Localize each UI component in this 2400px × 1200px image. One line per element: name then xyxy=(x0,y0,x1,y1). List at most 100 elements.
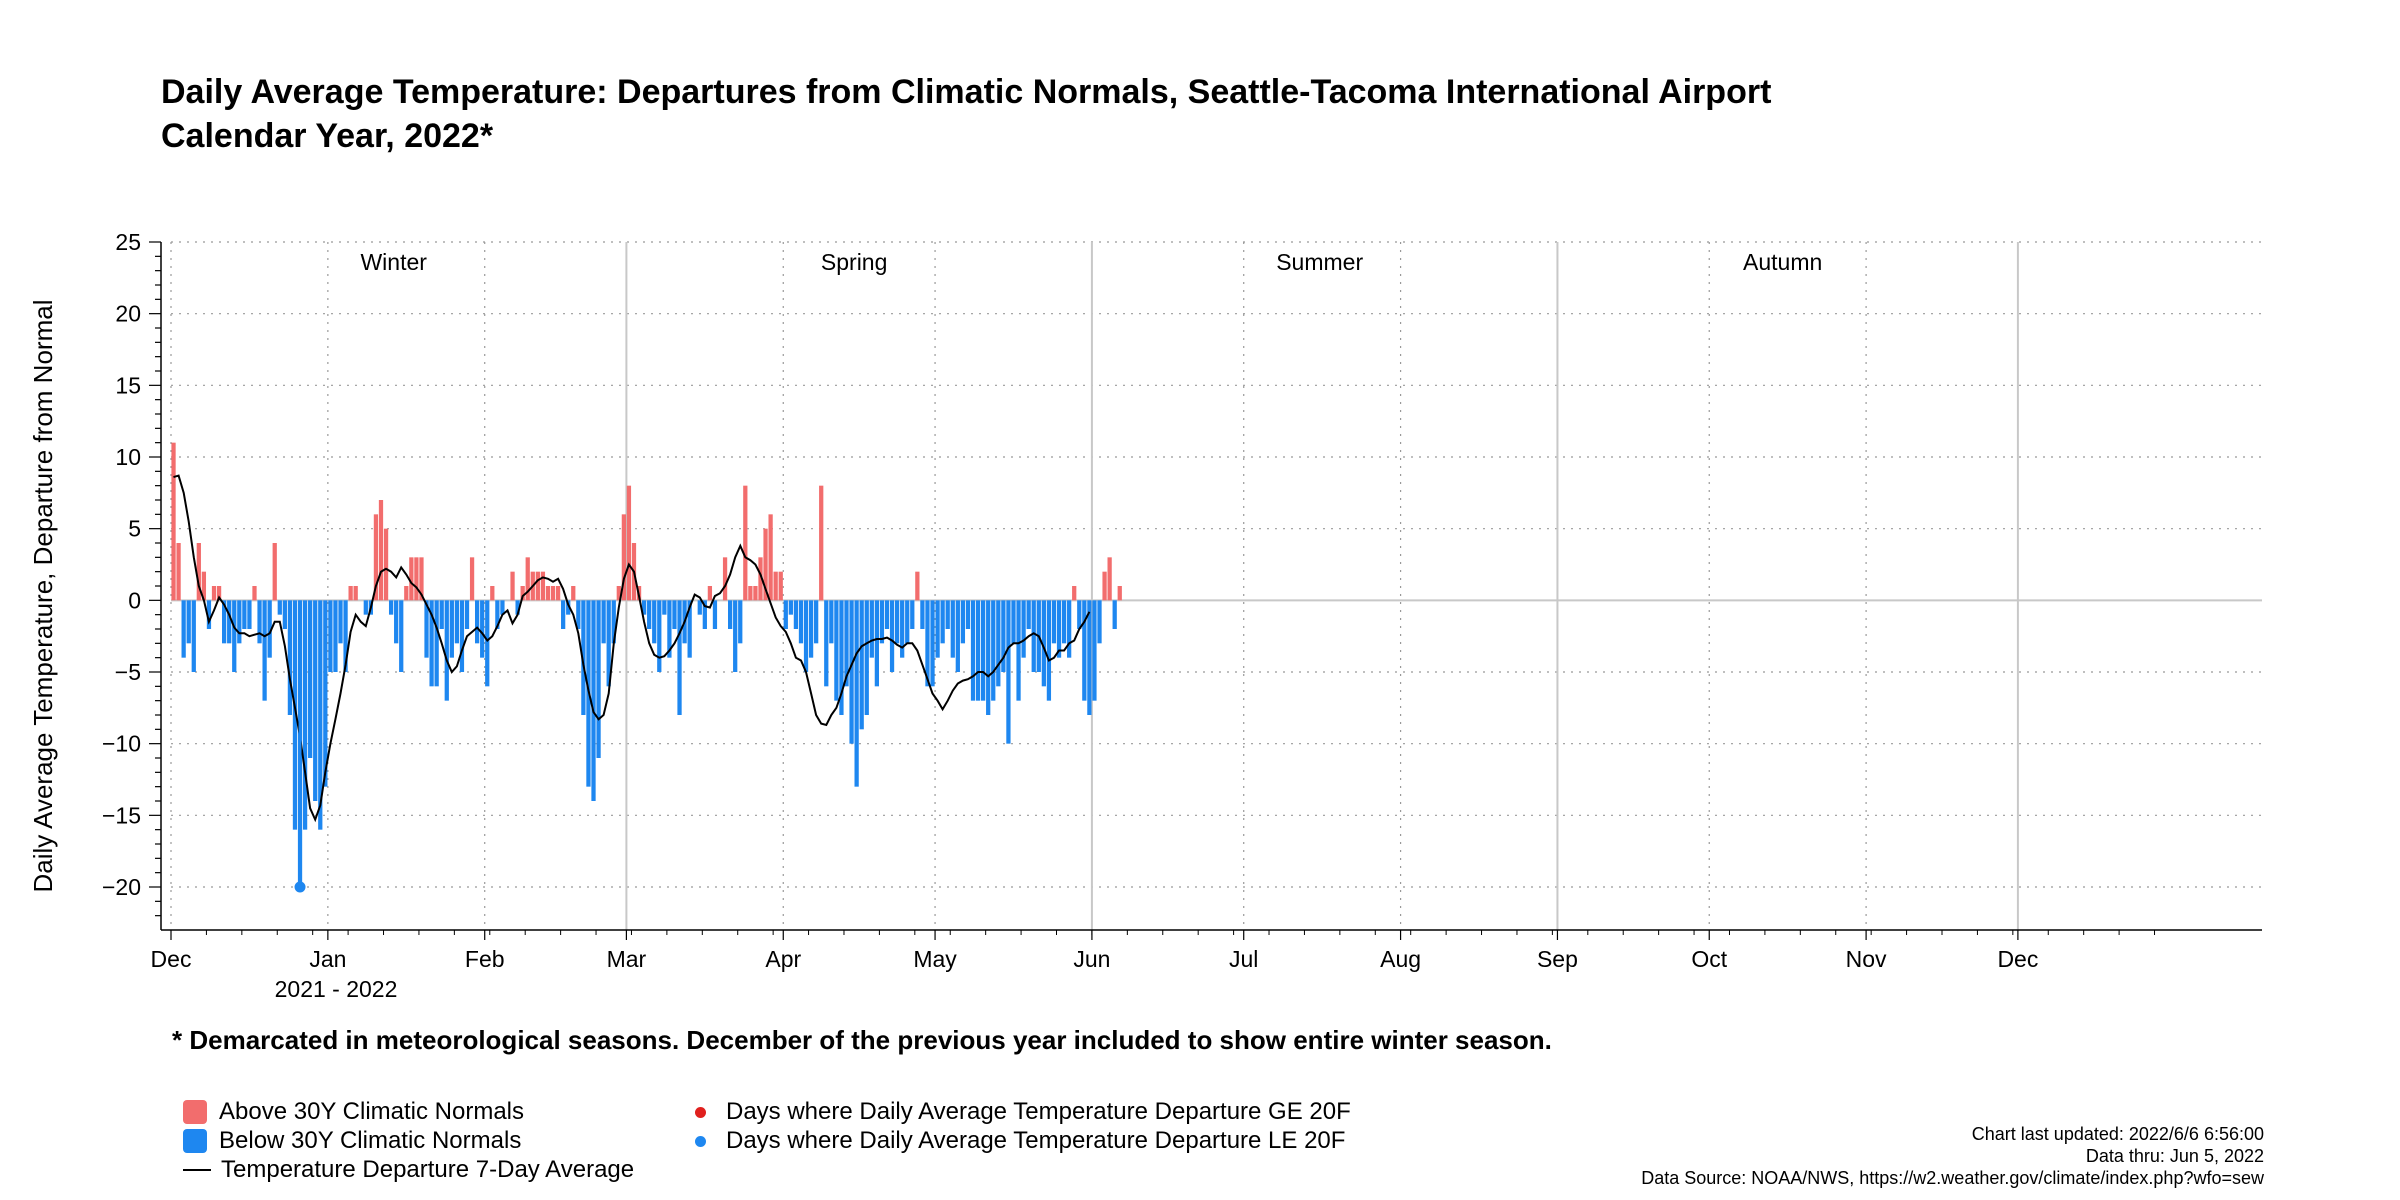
temperature-bar xyxy=(1016,600,1021,701)
temperature-bar xyxy=(864,600,869,715)
temperature-bar xyxy=(1097,600,1102,644)
temperature-bar xyxy=(697,600,702,615)
temperature-bar xyxy=(383,528,389,601)
legend-above: Above 30Y Climatic Normals xyxy=(183,1098,524,1126)
x-tick-label: Sep xyxy=(1537,946,1578,972)
temperature-bar xyxy=(606,600,611,687)
x-tick-label: Dec xyxy=(151,946,192,972)
temperature-bar xyxy=(338,600,343,644)
temperature-bar xyxy=(905,600,910,644)
temperature-bar xyxy=(930,600,935,687)
x-tick-label: Apr xyxy=(765,946,801,972)
temperature-bar xyxy=(621,514,626,601)
temperature-bar xyxy=(611,600,616,644)
temperature-bar xyxy=(500,600,505,615)
temperature-bar xyxy=(232,600,237,672)
temperature-bar xyxy=(808,600,814,658)
temperature-bar xyxy=(975,600,981,701)
temperature-bar xyxy=(707,586,713,601)
temperature-bar xyxy=(950,600,955,658)
legend-label-below: Below 30Y Climatic Normals xyxy=(219,1127,522,1154)
temperature-bar xyxy=(227,600,232,644)
temperature-bar xyxy=(176,543,181,601)
temperature-bar xyxy=(824,600,829,687)
x-tick-label: Mar xyxy=(607,946,647,972)
temperature-bar xyxy=(1117,586,1122,601)
temperature-bar xyxy=(854,600,859,787)
temperature-bar xyxy=(1046,600,1052,701)
temperature-bar xyxy=(566,600,571,615)
temperature-bar xyxy=(596,600,601,758)
temperature-bar xyxy=(353,586,358,601)
temperature-bar xyxy=(257,600,262,644)
temperature-bar xyxy=(940,600,945,644)
x-tick-label: Nov xyxy=(1846,946,1887,972)
temperature-bar xyxy=(444,600,449,701)
x-tick-label: May xyxy=(913,946,957,972)
temperature-bar xyxy=(550,586,556,601)
temperature-bar xyxy=(464,600,470,629)
temperature-bar xyxy=(247,600,252,629)
temperature-bar xyxy=(672,600,677,629)
y-tick-label: 20 xyxy=(115,301,141,327)
temperature-bar xyxy=(920,600,925,629)
temperature-bar xyxy=(996,600,1001,687)
temperature-bar xyxy=(419,557,424,601)
temperature-bar xyxy=(667,600,672,658)
temperature-bar xyxy=(849,600,854,744)
temperature-bar xyxy=(495,600,500,629)
temperature-bar xyxy=(237,600,242,644)
temperature-bar xyxy=(1087,600,1092,715)
temperature-bar xyxy=(277,600,282,615)
season-label: Autumn xyxy=(1743,249,1822,275)
temperature-bar xyxy=(773,571,778,601)
temperature-bar xyxy=(1031,600,1036,672)
legend-label-ge20: Days where Daily Average Temperature Dep… xyxy=(726,1098,1351,1125)
temperature-bar xyxy=(900,600,905,658)
temperature-bar xyxy=(469,557,475,601)
temperature-bar xyxy=(1011,600,1016,644)
temperature-bar xyxy=(490,586,495,601)
temperature-bar xyxy=(778,571,783,601)
temperature-bar xyxy=(267,600,272,658)
seven-day-average-line xyxy=(173,474,1091,823)
temperature-bar xyxy=(520,586,525,601)
temperature-bar xyxy=(616,586,621,601)
temperature-bar xyxy=(829,600,834,644)
chart-title: Daily Average Temperature: Departures fr… xyxy=(161,70,1771,158)
legend-ge20: Days where Daily Average Temperature Dep… xyxy=(688,1098,1351,1126)
temperature-bar xyxy=(834,600,839,701)
temperature-bar xyxy=(328,600,333,672)
temperature-bar xyxy=(1041,600,1046,687)
temperature-bar xyxy=(601,600,606,644)
temperature-bar xyxy=(540,571,546,601)
temperature-bar xyxy=(282,600,287,629)
temperature-bar xyxy=(1056,600,1062,658)
temperature-bar xyxy=(1051,600,1057,644)
x-tick-label: Jan xyxy=(309,946,346,972)
y-axis-title: Daily Average Temperature, Departure fro… xyxy=(28,300,58,893)
temperature-bar xyxy=(191,600,196,672)
temperature-bar xyxy=(687,600,692,658)
temperature-bar xyxy=(343,600,348,672)
temperature-bar xyxy=(839,600,844,715)
extreme-point xyxy=(294,881,306,893)
temperature-bar xyxy=(783,600,788,629)
temperature-bar xyxy=(292,600,298,830)
temperature-bar xyxy=(510,571,515,601)
temperature-bar xyxy=(986,600,991,715)
temperature-bar xyxy=(798,600,804,644)
temperature-bar xyxy=(454,600,460,644)
legend-swatch-above xyxy=(183,1100,207,1124)
temperature-bar xyxy=(879,600,885,644)
temperature-bar xyxy=(272,543,277,601)
temperature-bar xyxy=(211,586,217,601)
temperature-bar xyxy=(722,557,728,601)
temperature-bar xyxy=(545,586,551,601)
temperature-bar xyxy=(1112,600,1117,629)
temperature-bar xyxy=(1061,600,1067,644)
temperature-bar xyxy=(434,600,439,687)
temperature-bar xyxy=(748,586,753,601)
legend-swatch-below xyxy=(183,1129,207,1153)
